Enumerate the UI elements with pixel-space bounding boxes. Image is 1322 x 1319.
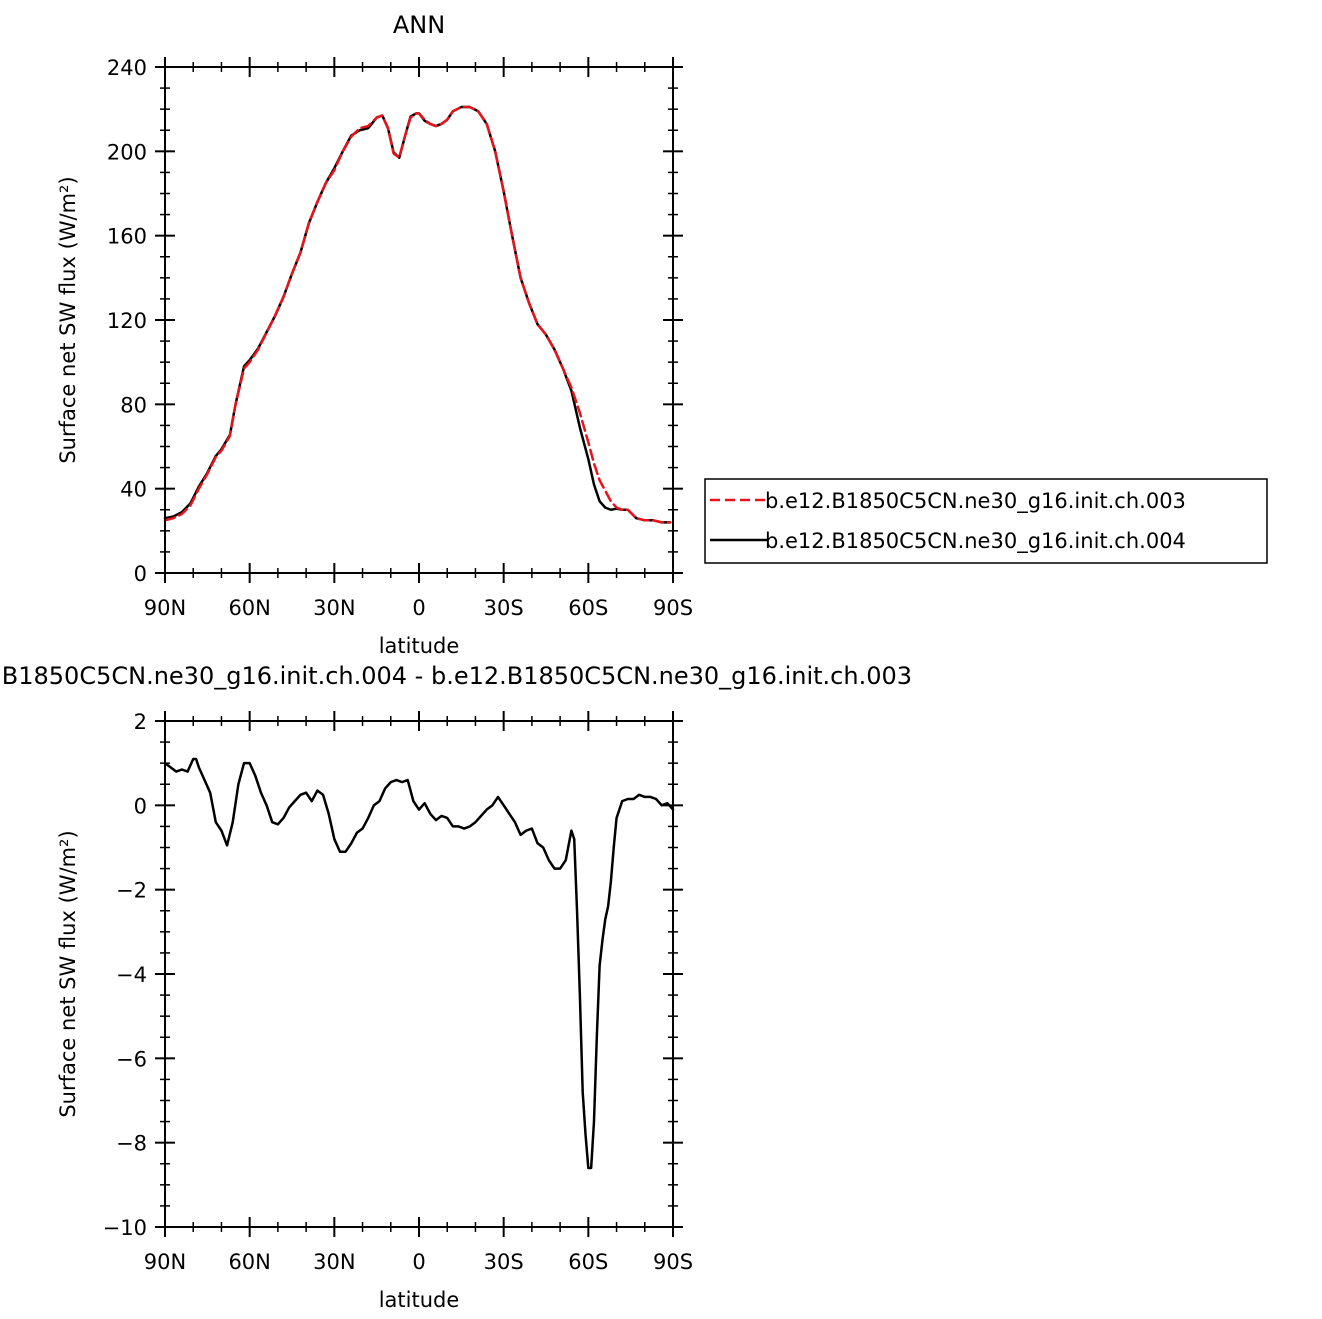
legend-label-series-003: b.e12.B1850C5CN.ne30_g16.init.ch.003 (765, 489, 1186, 514)
top-x-tick-label: 60N (228, 596, 270, 620)
bottom-chart-y-axis-label: Surface net SW flux (W/m²) (56, 830, 80, 1117)
bottom-series-line-0 (163, 757, 675, 1170)
bottom-chart-ticks: 90N 60N 30N 0 30S 60S 90S 2 0 −2 −4 −6 −8 −10 (103, 710, 693, 1274)
bottom-x-tick-label: 90S (653, 1250, 693, 1274)
legend-label-series-004: b.e12.B1850C5CN.ne30_g16.init.ch.004 (765, 529, 1186, 554)
bottom-y-tick-label: −10 (103, 1216, 147, 1240)
top-y-tick-label: 160 (107, 225, 147, 249)
bottom-x-tick-label: 60S (568, 1250, 608, 1274)
top-x-tick-label: 30S (484, 596, 524, 620)
top-y-tick-label: 0 (134, 562, 147, 586)
top-y-tick-label: 200 (107, 140, 147, 164)
bottom-chart-plot-frame (164, 720, 674, 1228)
top-x-tick-label: 0 (412, 596, 425, 620)
top-chart-x-axis-label: latitude (379, 634, 460, 658)
top-chart-y-axis-label: Surface net SW flux (W/m²) (56, 176, 80, 463)
legend-box (704, 478, 1268, 564)
top-x-tick-label: 90S (653, 596, 693, 620)
top-chart-title: ANN (393, 11, 445, 39)
top-chart-ticks: 90N 60N 30N 0 30S 60S 90S 0 40 80 120 160 200 240 (107, 56, 693, 620)
top-x-tick-label: 90N (144, 596, 186, 620)
bottom-x-tick-label: 30N (313, 1250, 355, 1274)
bottom-chart-title: b.e12.B1850C5CN.ne30_g16.init.ch.004 - b… (0, 662, 912, 690)
bottom-y-tick-label: 2 (134, 710, 147, 734)
top-chart-panel: ANN latitude Surface net SW flux (W/m²) … (56, 11, 693, 658)
bottom-x-tick-label: 30S (484, 1250, 524, 1274)
top-x-tick-label: 60S (568, 596, 608, 620)
top-series-line-0 (163, 105, 672, 524)
bottom-x-tick-label: 60N (228, 1250, 270, 1274)
bottom-chart-series-lines (163, 757, 675, 1170)
bottom-chart-x-axis-label: latitude (379, 1288, 460, 1312)
bottom-x-tick-label: 0 (412, 1250, 425, 1274)
bottom-y-tick-label: −2 (116, 879, 147, 903)
bottom-chart-panel: b.e12.B1850C5CN.ne30_g16.init.ch.004 - b… (0, 662, 912, 1312)
top-y-tick-label: 40 (120, 478, 147, 502)
top-y-tick-label: 120 (107, 309, 147, 333)
top-chart-plot-frame (164, 66, 674, 574)
top-y-tick-label: 240 (107, 56, 147, 80)
top-y-tick-label: 80 (120, 393, 147, 417)
bottom-y-tick-label: −8 (116, 1132, 147, 1156)
bottom-y-tick-label: 0 (134, 794, 147, 818)
top-chart-legend: b.e12.B1850C5CN.ne30_g16.init.ch.003 b.e… (704, 478, 1268, 564)
top-x-tick-label: 30N (313, 596, 355, 620)
top-chart-series-lines (163, 105, 672, 524)
bottom-y-tick-label: −6 (116, 1047, 147, 1071)
top-series-line-1 (163, 105, 672, 524)
bottom-x-tick-label: 90N (144, 1250, 186, 1274)
bottom-y-tick-label: −4 (116, 963, 147, 987)
